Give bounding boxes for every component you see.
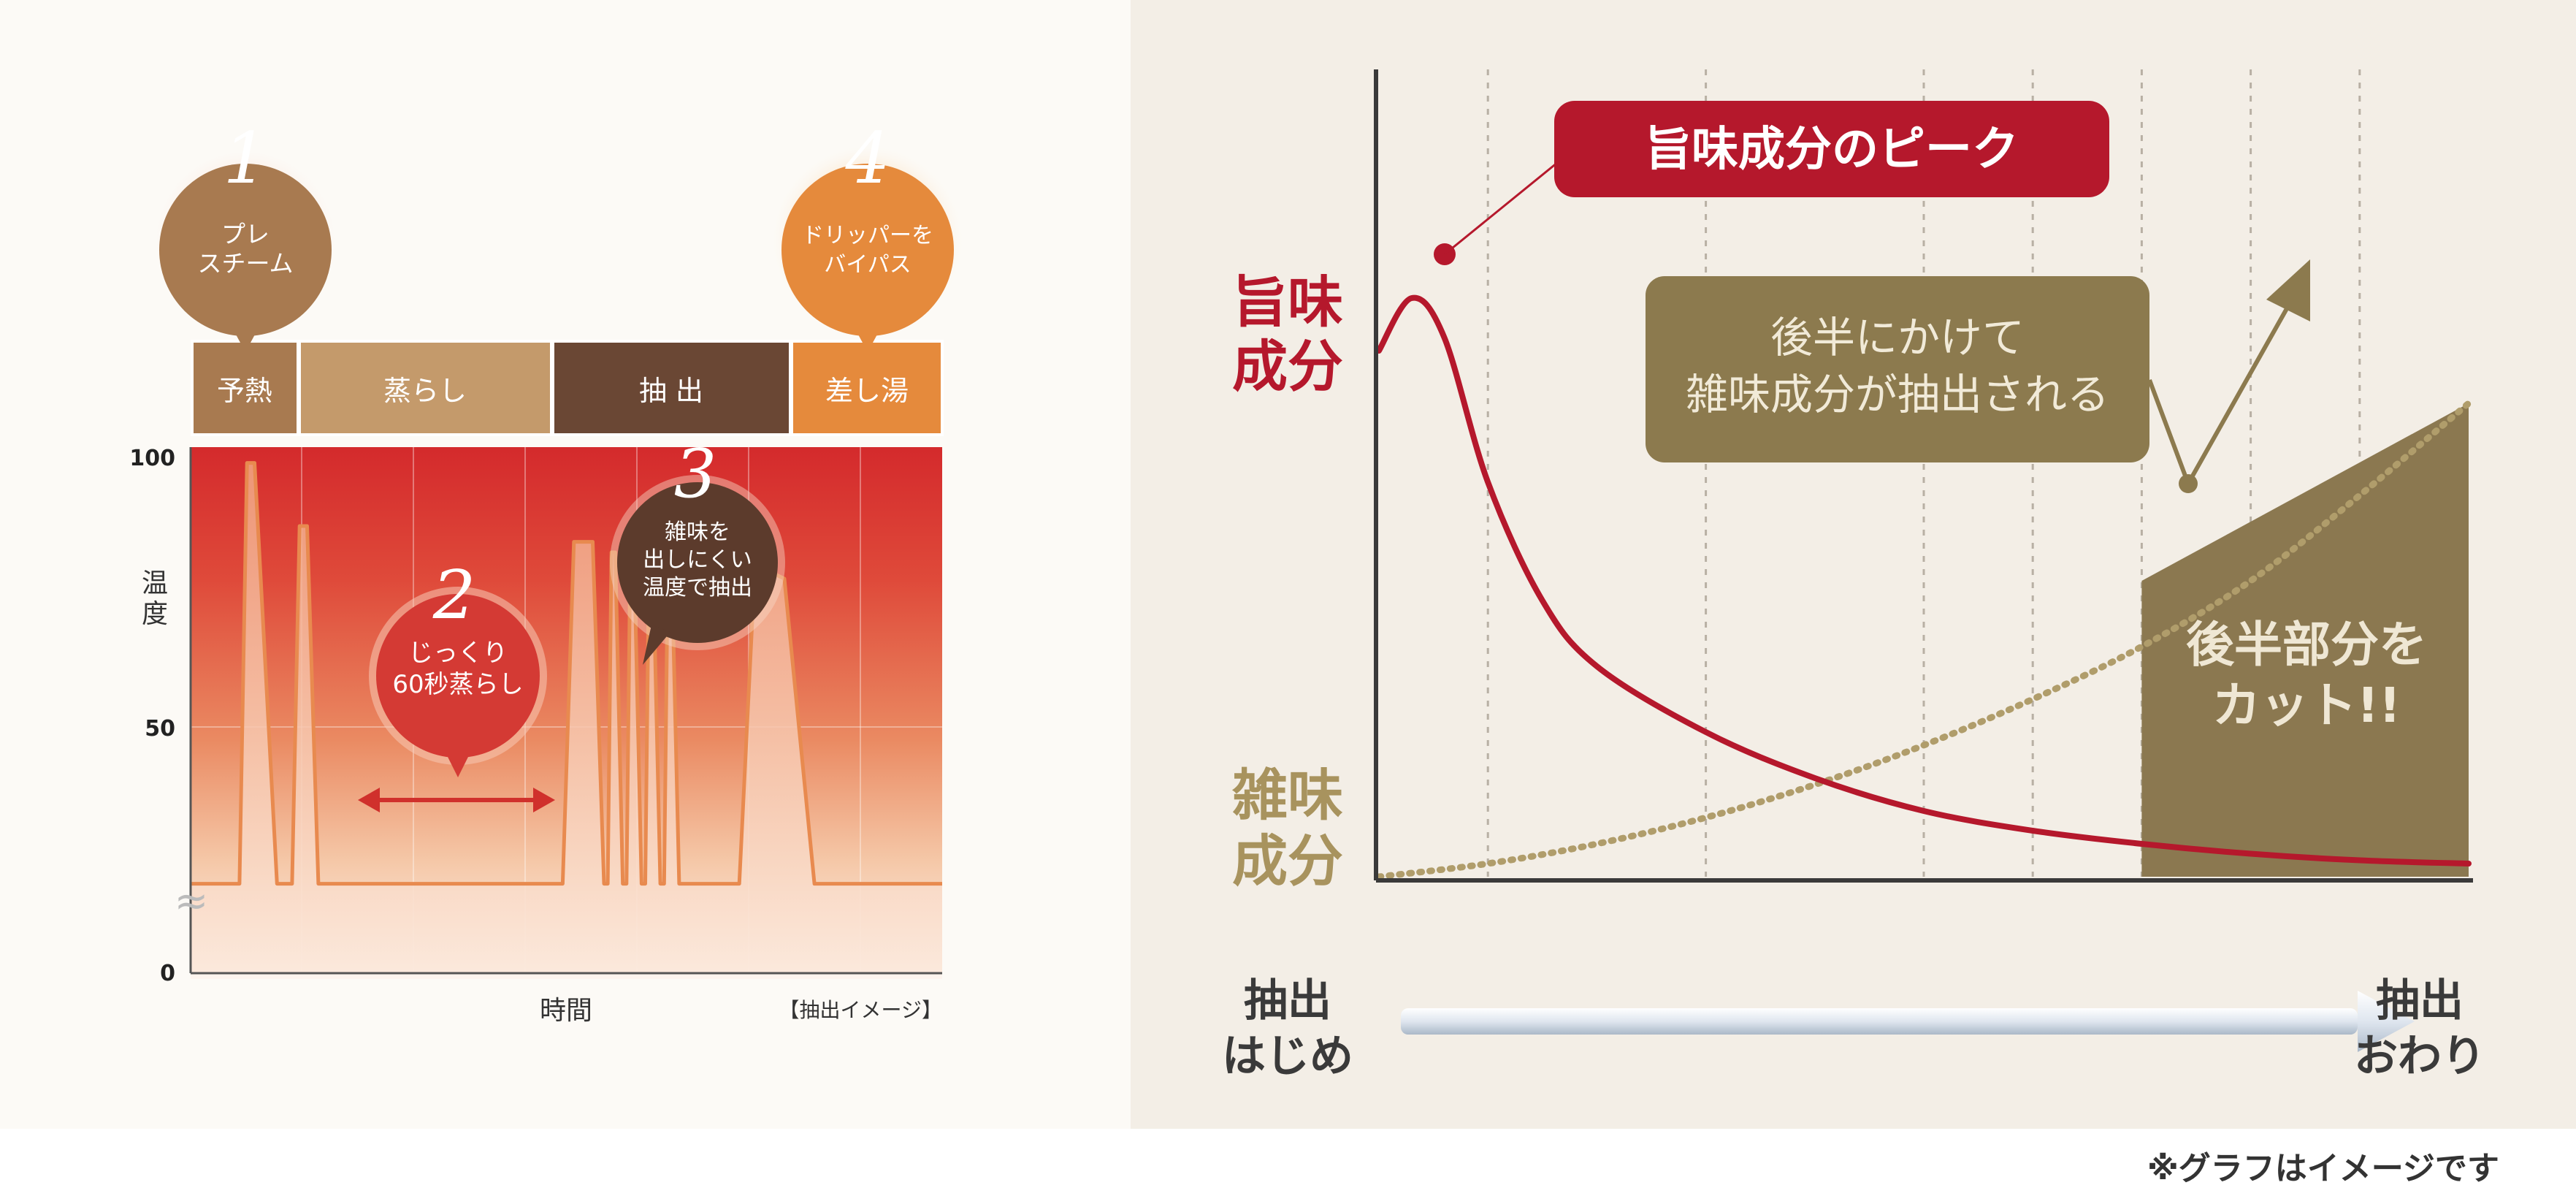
stage-label-add-water: 差し湯 — [825, 375, 909, 407]
bubble-4-line2: バイパス — [824, 252, 911, 278]
peak-label: 旨味成分のピーク — [1645, 123, 2019, 177]
umami-component-curve — [1376, 294, 2472, 866]
late-marker — [2179, 474, 2198, 493]
peak-connector — [1444, 158, 1562, 256]
bubble-2-number: 2 — [432, 556, 476, 634]
y-tick-100: 100 — [129, 446, 175, 471]
bubble-3: 3 雑味を 出しにくい 温度で抽出 — [610, 435, 785, 665]
bubble-2: 2 じっくり 60秒蒸らし — [369, 556, 547, 777]
stage-extract — [551, 340, 792, 436]
y-label-umami-1: 旨味 — [1232, 270, 1343, 335]
bubble-3-line1: 雑味を — [665, 519, 730, 545]
x-start-1: 抽出 — [1244, 975, 1331, 1026]
noise-component-curve — [1375, 400, 2472, 880]
time-arrow-shaft — [1401, 1008, 2358, 1035]
cut-region — [2141, 403, 2469, 877]
y-label-umami-2: 成分 — [1232, 334, 1343, 399]
time-arrow-head — [2358, 991, 2415, 1052]
temperature-chart-panel: 100 50 0 ≈ 温度 時間 【抽出イメージ】 予熱 蒸らし 抽 出 差し湯 — [0, 0, 1131, 1129]
stage-bar: 予熱 蒸らし 抽 出 差し湯 — [191, 340, 944, 436]
bubble-1: 1 プレ スチーム — [149, 118, 342, 352]
taste-extraction-chart: 後半部分を カット!! 旨味成分のピーク 後半にかけて 雑味成分が抽出される 旨… — [1222, 69, 2485, 1082]
late-label-1: 後半にかけて — [1770, 313, 2025, 362]
y-tick-0: 0 — [160, 961, 175, 986]
bubble-4-number: 4 — [844, 118, 890, 199]
footnote: ※グラフはイメージです — [2147, 1150, 2499, 1187]
x-end-2: おわり — [2354, 1031, 2485, 1082]
bubble-3-number: 3 — [674, 435, 717, 513]
bubble-1-number: 1 — [223, 118, 267, 199]
y-tick-50: 50 — [145, 716, 175, 742]
duration-arrow — [358, 788, 555, 812]
stage-label-extract: 抽 出 — [639, 375, 703, 407]
peak-label-box — [1554, 101, 2109, 197]
bubble-4: 4 ドリッパーを バイパス — [768, 118, 967, 352]
bubble-1-line1: プレ — [221, 220, 270, 248]
y-label-noise-1: 雑味 — [1231, 763, 1343, 828]
x-start-2: はじめ — [1222, 1031, 1353, 1082]
late-label-2: 雑味成分が抽出される — [1686, 370, 2109, 419]
taste-extraction-chart-panel: 後半部分を カット!! 旨味成分のピーク 後半にかけて 雑味成分が抽出される 旨… — [1131, 0, 2576, 1129]
late-arrowhead — [2266, 259, 2310, 321]
late-label-box — [1646, 276, 2149, 462]
bubble-2-line1: じっくり — [408, 639, 508, 668]
chart-caption: 【抽出イメージ】 — [779, 998, 942, 1022]
x-end-1: 抽出 — [2376, 975, 2464, 1026]
bubble-3-line2: 出しにくい — [643, 547, 752, 573]
break-mark: ≈ — [175, 877, 209, 925]
stage-label-steam: 蒸らし — [383, 375, 467, 407]
late-connector — [2147, 298, 2294, 490]
temperature-chart: 100 50 0 ≈ 温度 時間 【抽出イメージ】 予熱 蒸らし 抽 出 差し湯 — [129, 118, 967, 1026]
y-axis-label: 温度 — [142, 568, 168, 629]
y-label-noise-2: 成分 — [1232, 829, 1343, 894]
bubble-2-line2: 60秒蒸らし — [392, 670, 523, 699]
bubble-1-line2: スチーム — [197, 249, 293, 278]
x-axis-label: 時間 — [540, 996, 592, 1026]
cut-label-1: 後半部分を — [2186, 617, 2427, 673]
bubble-3-line3: 温度で抽出 — [643, 575, 752, 601]
cut-label-2: カット!! — [2212, 677, 2401, 734]
bubble-4-line1: ドリッパーを — [802, 223, 933, 248]
stage-label-preheat: 予熱 — [217, 375, 272, 407]
